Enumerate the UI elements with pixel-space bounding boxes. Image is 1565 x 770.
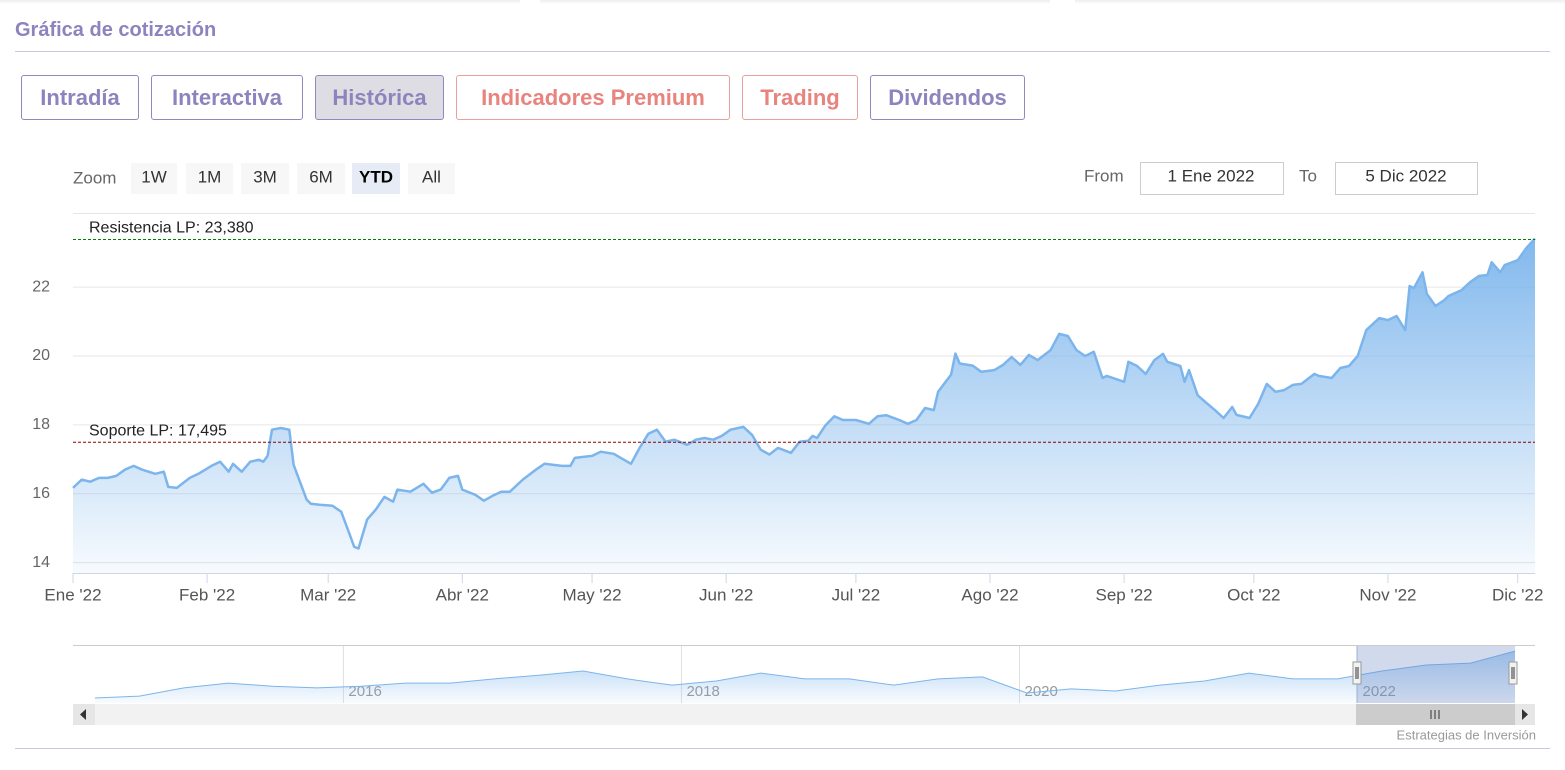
x-tick-label: Nov '22: [1359, 585, 1416, 604]
price-line: [72, 237, 1536, 550]
to-value[interactable]: 5 Dic 2022: [1365, 166, 1446, 185]
card-shadow: [0, 0, 520, 4]
tab[interactable]: Dividendos: [870, 75, 1025, 120]
x-tick-label: Jun '22: [699, 585, 753, 604]
y-tick-label: 14: [32, 554, 50, 571]
tab[interactable]: Interactiva: [151, 75, 303, 120]
from-label: From: [1084, 166, 1124, 185]
tab[interactable]: Intradía: [21, 75, 139, 120]
tab[interactable]: Histórica: [315, 75, 444, 120]
zoom-button[interactable]: [408, 163, 455, 194]
x-tick-label: Jul '22: [832, 585, 881, 604]
card-shadow: [540, 0, 1050, 4]
arrow-icon: [1522, 709, 1528, 720]
zoom-button-label[interactable]: 1W: [141, 167, 167, 186]
tab[interactable]: Trading: [742, 75, 858, 120]
plot-line-label: Resistencia LP: 23,380: [89, 220, 254, 237]
zoom-button[interactable]: [241, 163, 289, 194]
navigator-area: [95, 651, 1515, 703]
navigator-handle[interactable]: [1352, 661, 1362, 685]
zoom-button-label[interactable]: 3M: [253, 167, 277, 186]
from-input[interactable]: [1140, 162, 1284, 195]
x-tick-label: Mar '22: [300, 585, 356, 604]
navigator-line: [94, 650, 1516, 699]
divider: [15, 748, 1550, 749]
navigator-handle[interactable]: [1508, 661, 1518, 685]
zoom-button-label[interactable]: All: [422, 167, 441, 186]
grip-icon: [1430, 710, 1440, 719]
card-shadow: [1075, 0, 1565, 4]
y-tick-label: 16: [32, 485, 50, 502]
from-value[interactable]: 1 Ene 2022: [1168, 166, 1255, 185]
x-tick-label: Ago '22: [961, 585, 1018, 604]
zoom-button[interactable]: [131, 163, 177, 194]
zoom-button[interactable]: [352, 163, 400, 194]
x-tick-label: May '22: [563, 585, 622, 604]
credits: Estrategias de Inversión: [1397, 727, 1536, 742]
zoom-button[interactable]: [297, 163, 345, 194]
y-tick-label: 20: [32, 347, 50, 364]
zoom-button[interactable]: [186, 163, 233, 194]
arrow-icon: [80, 709, 86, 720]
to-label: To: [1299, 166, 1317, 185]
to-input[interactable]: [1335, 162, 1478, 195]
y-tick-label: 18: [32, 416, 50, 433]
x-tick-label: Dic '22: [1492, 585, 1543, 604]
navigator-selection[interactable]: [1356, 646, 1515, 703]
x-tick-label: Ene '22: [44, 585, 101, 604]
area-fill: [73, 238, 1535, 573]
handle-grip: [1511, 667, 1515, 679]
x-tick-label: Sep '22: [1096, 585, 1153, 604]
section-title: Gráfica de cotización: [15, 19, 217, 41]
zoom-button-label[interactable]: YTD: [359, 167, 393, 186]
x-tick-label: Feb '22: [179, 585, 235, 604]
scrollbar-track[interactable]: [73, 704, 1535, 725]
handle-grip: [1355, 667, 1359, 679]
y-tick-label: 22: [32, 278, 50, 295]
zoom-button-label[interactable]: 1M: [198, 167, 222, 186]
zoom-button-label[interactable]: 6M: [309, 167, 333, 186]
x-tick-label: Oct '22: [1227, 585, 1280, 604]
plot-line-label: Soporte LP: 17,495: [89, 422, 227, 439]
tab[interactable]: Indicadores Premium: [456, 75, 730, 120]
zoom-label: Zoom: [73, 168, 116, 187]
divider: [15, 51, 1550, 52]
x-tick-label: Abr '22: [436, 585, 489, 604]
